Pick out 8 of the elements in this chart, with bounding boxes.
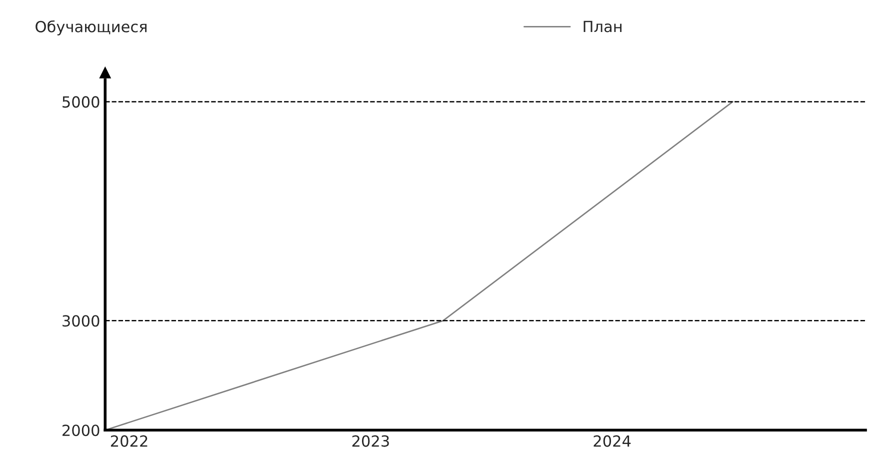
- y-tick-label: 3000: [62, 315, 100, 327]
- x-tick-label: 2022: [110, 435, 148, 447]
- y-axis-title: Обучающиеся: [36, 20, 147, 36]
- x-tick-label: 2023: [352, 435, 389, 447]
- x-tick-label: 2024: [594, 435, 631, 447]
- y-tick-label: 2000: [62, 424, 100, 436]
- legend-label: План: [584, 20, 622, 32]
- y-tick-label: 5000: [62, 96, 100, 108]
